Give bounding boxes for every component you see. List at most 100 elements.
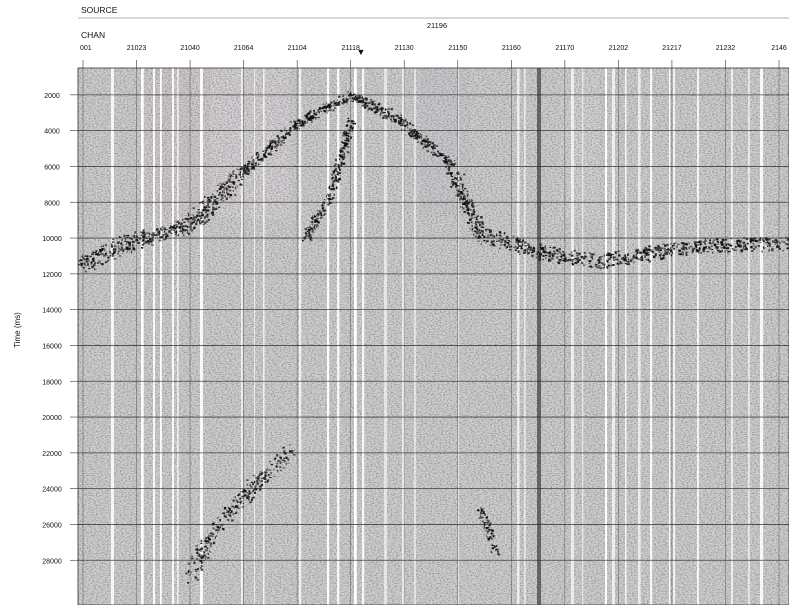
event-speck <box>347 120 350 123</box>
event-speck <box>209 545 212 548</box>
event-speck <box>645 248 648 251</box>
event-speck <box>316 210 320 212</box>
event-speck <box>344 133 348 136</box>
event-speck <box>486 515 489 519</box>
event-speck <box>253 489 255 492</box>
event-speck <box>740 248 743 251</box>
event-speck <box>124 240 127 243</box>
event-speck <box>588 262 591 265</box>
event-speck <box>664 250 666 253</box>
event-speck <box>556 249 559 252</box>
event-speck <box>452 164 455 167</box>
event-speck <box>118 235 120 239</box>
event-speck <box>186 225 189 228</box>
event-speck <box>553 246 555 249</box>
event-speck <box>353 97 356 101</box>
event-speck <box>462 193 465 195</box>
event-speck <box>247 173 251 175</box>
event-speck <box>463 173 466 176</box>
event-speck <box>197 554 201 557</box>
event-speck <box>287 462 289 465</box>
event-speck <box>379 107 383 111</box>
event-speck <box>671 246 674 248</box>
event-speck <box>117 241 120 244</box>
event-speck <box>282 467 285 469</box>
event-speck <box>232 190 235 192</box>
event-speck <box>322 106 325 109</box>
event-speck <box>582 257 586 260</box>
event-speck <box>249 485 253 488</box>
event-speck <box>553 250 556 253</box>
event-speck <box>499 235 502 237</box>
event-speck <box>346 151 350 154</box>
event-speck <box>352 94 355 96</box>
event-speck <box>699 242 702 246</box>
event-speck <box>200 542 203 545</box>
event-speck <box>466 209 469 212</box>
event-speck <box>493 240 496 242</box>
event-speck <box>311 215 313 218</box>
event-speck <box>767 241 769 244</box>
event-speck <box>490 533 494 535</box>
event-speck <box>215 524 217 526</box>
event-speck <box>192 207 196 209</box>
event-speck <box>104 252 107 255</box>
event-speck <box>98 252 100 255</box>
event-speck <box>775 243 777 245</box>
event-speck <box>722 246 724 249</box>
event-speck <box>80 259 84 261</box>
event-speck <box>126 251 129 253</box>
event-speck <box>236 500 239 503</box>
event-speck <box>490 550 492 552</box>
event-speck <box>207 196 210 199</box>
event-speck <box>336 99 339 101</box>
event-speck <box>277 460 280 462</box>
event-speck <box>475 217 478 220</box>
event-speck <box>148 243 151 245</box>
event-speck <box>667 243 669 247</box>
event-speck <box>489 233 493 237</box>
event-speck <box>750 239 754 242</box>
event-speck <box>471 225 473 227</box>
event-speck <box>601 262 604 264</box>
event-speck <box>697 250 700 253</box>
event-speck <box>777 245 779 247</box>
event-speck <box>443 157 446 160</box>
event-speck <box>324 212 327 215</box>
event-speck <box>169 229 171 232</box>
event-speck <box>776 242 778 245</box>
event-speck <box>635 253 637 256</box>
event-speck <box>506 239 509 241</box>
event-speck <box>759 241 762 243</box>
event-speck <box>129 247 132 250</box>
dead-trace <box>354 68 357 605</box>
event-speck <box>199 556 202 559</box>
event-speck <box>634 249 637 252</box>
event-speck <box>187 212 190 214</box>
event-speck <box>548 255 551 258</box>
event-speck <box>130 251 133 254</box>
event-speck <box>198 214 202 218</box>
event-speck <box>142 235 146 238</box>
event-speck <box>460 195 463 198</box>
event-speck <box>691 248 693 252</box>
event-speck <box>727 243 731 246</box>
event-speck <box>148 241 151 243</box>
event-speck <box>408 122 411 125</box>
event-speck <box>111 241 115 243</box>
event-speck <box>269 477 272 479</box>
event-speck <box>544 254 548 257</box>
event-speck <box>740 251 744 253</box>
event-speck <box>288 450 292 453</box>
event-speck <box>312 229 314 231</box>
event-speck <box>112 252 114 255</box>
event-speck <box>222 194 224 196</box>
event-speck <box>393 115 396 117</box>
event-speck <box>487 529 490 531</box>
event-speck <box>640 252 643 254</box>
event-speck <box>201 209 205 212</box>
event-speck <box>717 241 719 243</box>
event-speck <box>188 214 190 216</box>
event-speck <box>311 220 314 224</box>
event-speck <box>327 197 330 200</box>
